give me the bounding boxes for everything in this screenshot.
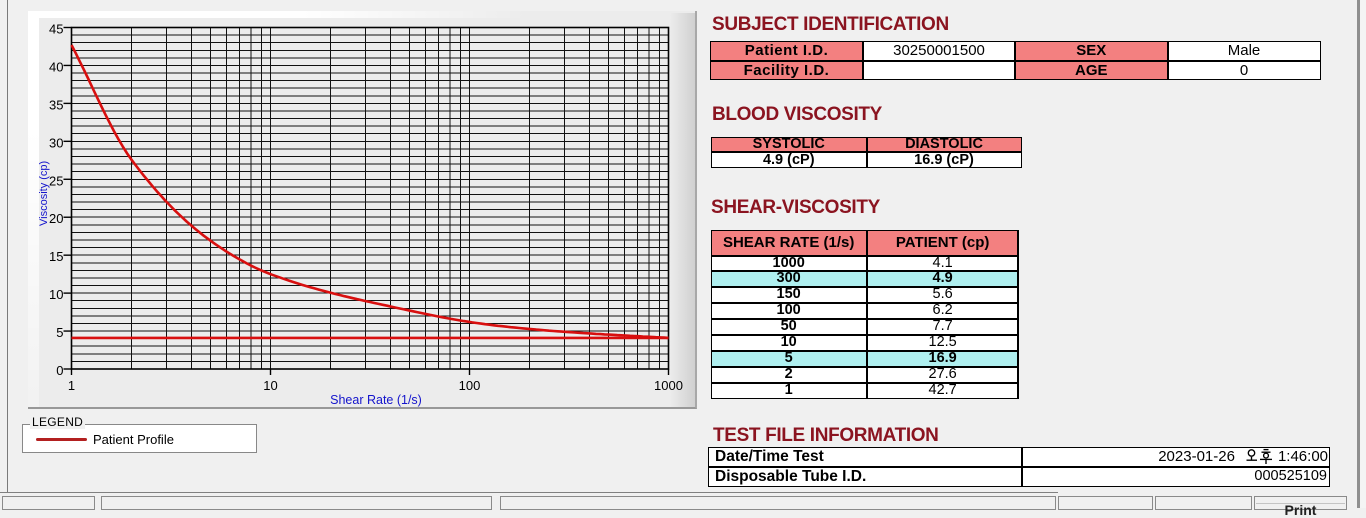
svg-text:Shear Rate (1/s): Shear Rate (1/s) <box>330 393 422 407</box>
svg-text:45: 45 <box>49 22 63 37</box>
svg-text:30: 30 <box>49 135 63 150</box>
svg-text:1: 1 <box>68 378 75 393</box>
svg-text:5: 5 <box>56 325 63 340</box>
svg-text:20: 20 <box>49 211 63 226</box>
svg-text:0: 0 <box>56 363 63 378</box>
svg-text:10: 10 <box>49 287 63 302</box>
svg-text:25: 25 <box>49 173 63 188</box>
svg-text:40: 40 <box>49 59 63 74</box>
svg-text:15: 15 <box>49 249 63 264</box>
svg-text:100: 100 <box>459 378 481 393</box>
svg-text:10: 10 <box>263 378 277 393</box>
svg-text:1000: 1000 <box>654 378 683 393</box>
svg-text:35: 35 <box>49 97 63 112</box>
